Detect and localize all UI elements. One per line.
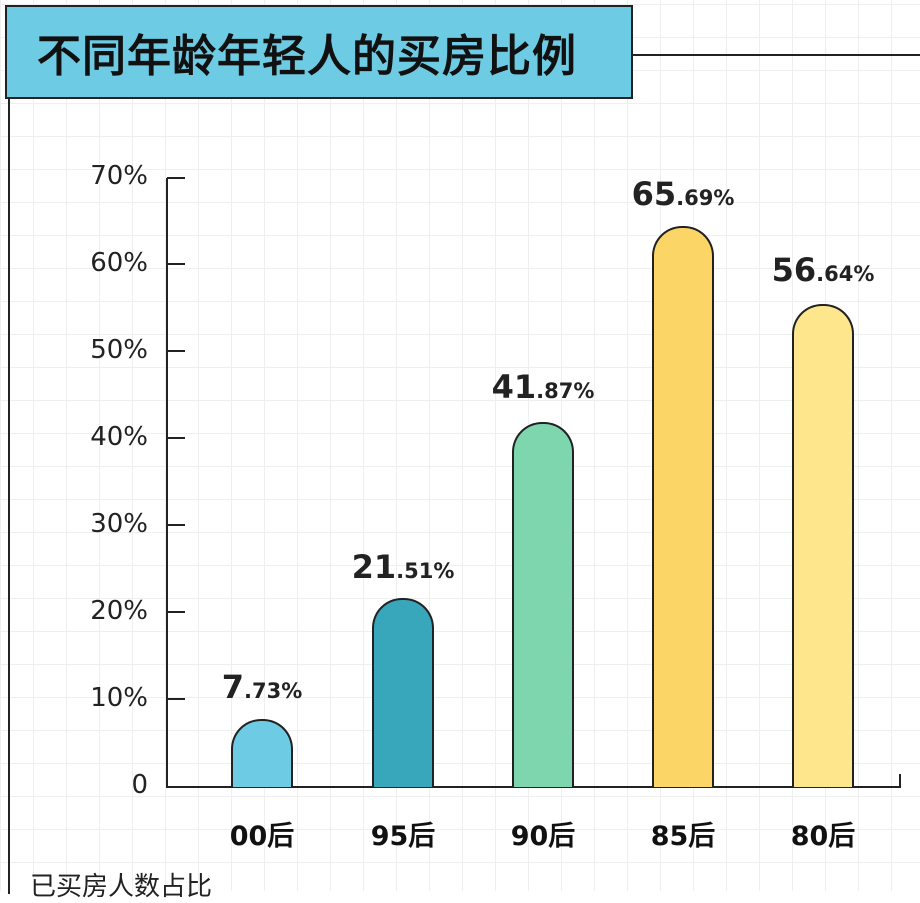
y-tick-label: 20% [90,596,148,626]
value-label: 65.69% [631,175,735,213]
bar-95 [372,598,434,787]
y-tick-label: 30% [90,509,148,539]
value-label: 7.73% [221,668,303,706]
frame-border-left [8,54,10,894]
y-tick [167,611,185,613]
bar-00 [231,719,293,787]
y-tick-label: 70% [90,161,148,191]
y-tick [167,437,185,439]
value-label: 56.64% [771,251,875,289]
y-tick-label: 60% [90,248,148,278]
y-tick-label: 50% [90,335,148,365]
y-tick [167,263,185,265]
x-category-label: 90后 [510,821,576,852]
frame-border-top [620,54,920,56]
bar-80 [792,304,854,787]
y-tick [167,177,185,179]
x-category-label: 00后 [229,821,295,852]
x-axis-end-tick [899,774,901,788]
title-banner: 不同年龄年轻人的买房比例 [5,5,633,99]
y-tick [167,698,185,700]
x-category-label: 95后 [370,821,436,852]
value-label: 41.87% [491,368,595,406]
x-axis [166,786,901,788]
y-tick [167,524,185,526]
y-tick-label: 0 [131,770,148,800]
y-axis [166,178,168,788]
y-tick-label: 40% [90,422,148,452]
bar-85 [652,226,714,787]
y-tick-label: 10% [90,683,148,713]
value-label: 21.51% [351,548,455,586]
bar-90 [512,422,574,787]
x-category-label: 80后 [790,821,856,852]
y-axis-note: 已买房人数占比 [30,872,213,902]
chart-title: 不同年龄年轻人的买房比例 [37,31,577,82]
x-category-label: 85后 [650,821,716,852]
y-tick [167,350,185,352]
